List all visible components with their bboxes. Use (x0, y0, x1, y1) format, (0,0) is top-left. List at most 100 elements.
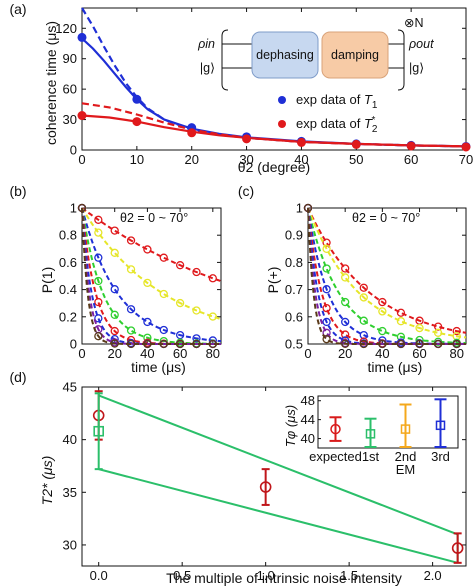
panel-c-fit-curve-2 (307, 207, 467, 345)
panel-b-data-point-3 (94, 276, 103, 286)
panel-b-data-point-1 (143, 278, 152, 288)
panel-c-data-point-1 (359, 293, 368, 302)
panel-b-xtick-label: 0 (78, 346, 85, 361)
panel-b-data-point-4 (110, 326, 119, 336)
panel-b-data-point-1 (192, 306, 201, 315)
panel-c-fit-curve-6 (307, 207, 466, 345)
diagram-box2-label: damping (331, 48, 379, 62)
panel-a-point-1 (187, 128, 197, 138)
panel-c-data-point-7 (378, 339, 387, 349)
legend-sub: 1 (372, 100, 378, 111)
panel-c-data-point-4 (341, 330, 350, 339)
panel-d-axes-frame (81, 386, 467, 567)
diagram-input-top: ρin (197, 37, 215, 51)
panel-c-xtick-label: 60 (412, 346, 426, 361)
panel-a-axes-frame (81, 7, 467, 151)
panel-b-ytick-label: 1 (70, 201, 77, 216)
panel-c-data-point-0 (322, 238, 331, 247)
panel-b-data-point-0 (175, 261, 185, 270)
panel-c-data-point-7 (452, 339, 461, 349)
panel-c-fit-curve-7 (307, 207, 466, 345)
inset-point (330, 423, 341, 435)
panel-d-ytick-label: 45 (63, 380, 77, 395)
panel-b-data-point-0 (208, 274, 217, 283)
panel-c-ytick-label: 0.5 (285, 337, 303, 352)
panel-b-xtick-label: 20 (107, 346, 121, 361)
panel-a-legend: exp data of T1 exp data of T2* (278, 92, 378, 135)
panel-a-xtick-label: 40 (294, 152, 308, 167)
panel-d-label: (d) (9, 369, 26, 385)
panel-b-data-point-1 (110, 248, 119, 257)
panel-c-fit-curve-5 (307, 207, 466, 345)
panel-b-fit-curve-1 (81, 207, 222, 321)
panel-a-fit-dashed (81, 102, 467, 148)
panel-c-data-point-2 (378, 326, 387, 336)
diagram-box-damping (321, 31, 389, 79)
panel-b-data-point-0 (159, 253, 168, 262)
panel-b-ytick-label: 0.6 (59, 255, 77, 270)
panel-c-annotation: θ2 = 0 ~ 70° (352, 211, 420, 225)
panel-c-fit-curve-3 (307, 207, 466, 345)
panel-c-xtick-label: 40 (375, 346, 389, 361)
panel-b-data-point-7 (159, 339, 168, 349)
panel-b-data-point-1 (159, 289, 168, 299)
panel-c-data-point-1 (341, 273, 350, 282)
panel-c-ylabel: P(+) (265, 267, 281, 294)
panel-b-label: (b) (9, 183, 26, 199)
inset-ytick-label: 48 (301, 393, 315, 408)
panel-b-data-point-1 (208, 312, 217, 321)
panel-c-data-point-7 (303, 203, 313, 213)
panel-b-data-point-0 (110, 226, 119, 235)
legend-marker-1 (278, 120, 286, 128)
panel-b-data-point-7 (143, 339, 152, 349)
panel-c-data-point-6 (322, 328, 331, 337)
panel-a-point-1 (296, 137, 306, 147)
panel-b-data-point-4 (94, 297, 103, 307)
panel-d-xtick-label: 1.5 (340, 568, 358, 583)
panel-c-data-point-1 (396, 317, 406, 326)
panel-b-fit-curve-6 (81, 207, 221, 345)
panel-a-xtick-label: 70 (459, 152, 473, 167)
panel-a-xtick-label: 0 (78, 152, 85, 167)
panel-c-data-point-2 (341, 297, 350, 307)
inset-category-label: 3rd (431, 449, 450, 464)
panel-b-data-point-3 (143, 333, 152, 342)
panel-c-data-point-0 (452, 326, 461, 336)
panel-b-data-point-7 (110, 339, 119, 348)
panel-b-data-point-1 (126, 265, 136, 274)
panel-d-xtick-label: 2.0 (424, 568, 442, 583)
panel-b-data-point-2 (94, 253, 103, 262)
panel-d-xlabel: The multiple of intrinsic noise intensit… (166, 570, 402, 586)
panel-c-data-point-1 (433, 328, 443, 337)
panel-b-data-point-0 (192, 267, 201, 277)
panel-c-data-point-1 (378, 307, 387, 316)
panel-b-data-point-7 (208, 339, 217, 349)
panel-c-xlabel: time (μs) (368, 359, 423, 375)
panel-c: (c) 0 20 40 60 80 0.5 0.6 0.7 0.8 0.9 1 time (μs) P(+… (238, 183, 467, 375)
diagram-bracket-right (397, 29, 405, 91)
panel-d-ytick-label: 35 (63, 485, 77, 500)
panel-c-xtick-label: 20 (338, 346, 352, 361)
panel-a-ytick-label: 90 (63, 51, 77, 66)
panel-b-xtick-label: 80 (206, 346, 220, 361)
inset-category-label: 1st (362, 449, 380, 464)
panel-b-data-point-2 (126, 305, 136, 314)
panel-d-xtick-label: 0.5 (173, 568, 191, 583)
panel-b-fit-curve-0 (81, 207, 222, 283)
panel-b-xtick-label: 40 (140, 346, 154, 361)
panel-b-data-point-5 (94, 314, 103, 323)
panel-b-xtick-label: 60 (173, 346, 187, 361)
panel-a-point-0 (132, 94, 142, 104)
panel-c-data-point-3 (322, 285, 331, 294)
panel-c-data-point-0 (341, 264, 350, 273)
inset-point (365, 429, 376, 439)
panel-a-point-1 (132, 117, 142, 127)
panel-b-data-point-1 (175, 298, 185, 308)
diagram-bracket-left (221, 29, 229, 91)
panel-a: (a) 0 10 20 30 40 50 60 70 0 30 60 90 120 θ2 (degree) c… (9, 1, 473, 175)
panel-c-data-point-0 (433, 322, 443, 331)
panel-a-xtick-label: 10 (130, 152, 144, 167)
panel-b-data-point-7 (77, 203, 87, 213)
panel-b-data-point-7 (175, 339, 185, 349)
